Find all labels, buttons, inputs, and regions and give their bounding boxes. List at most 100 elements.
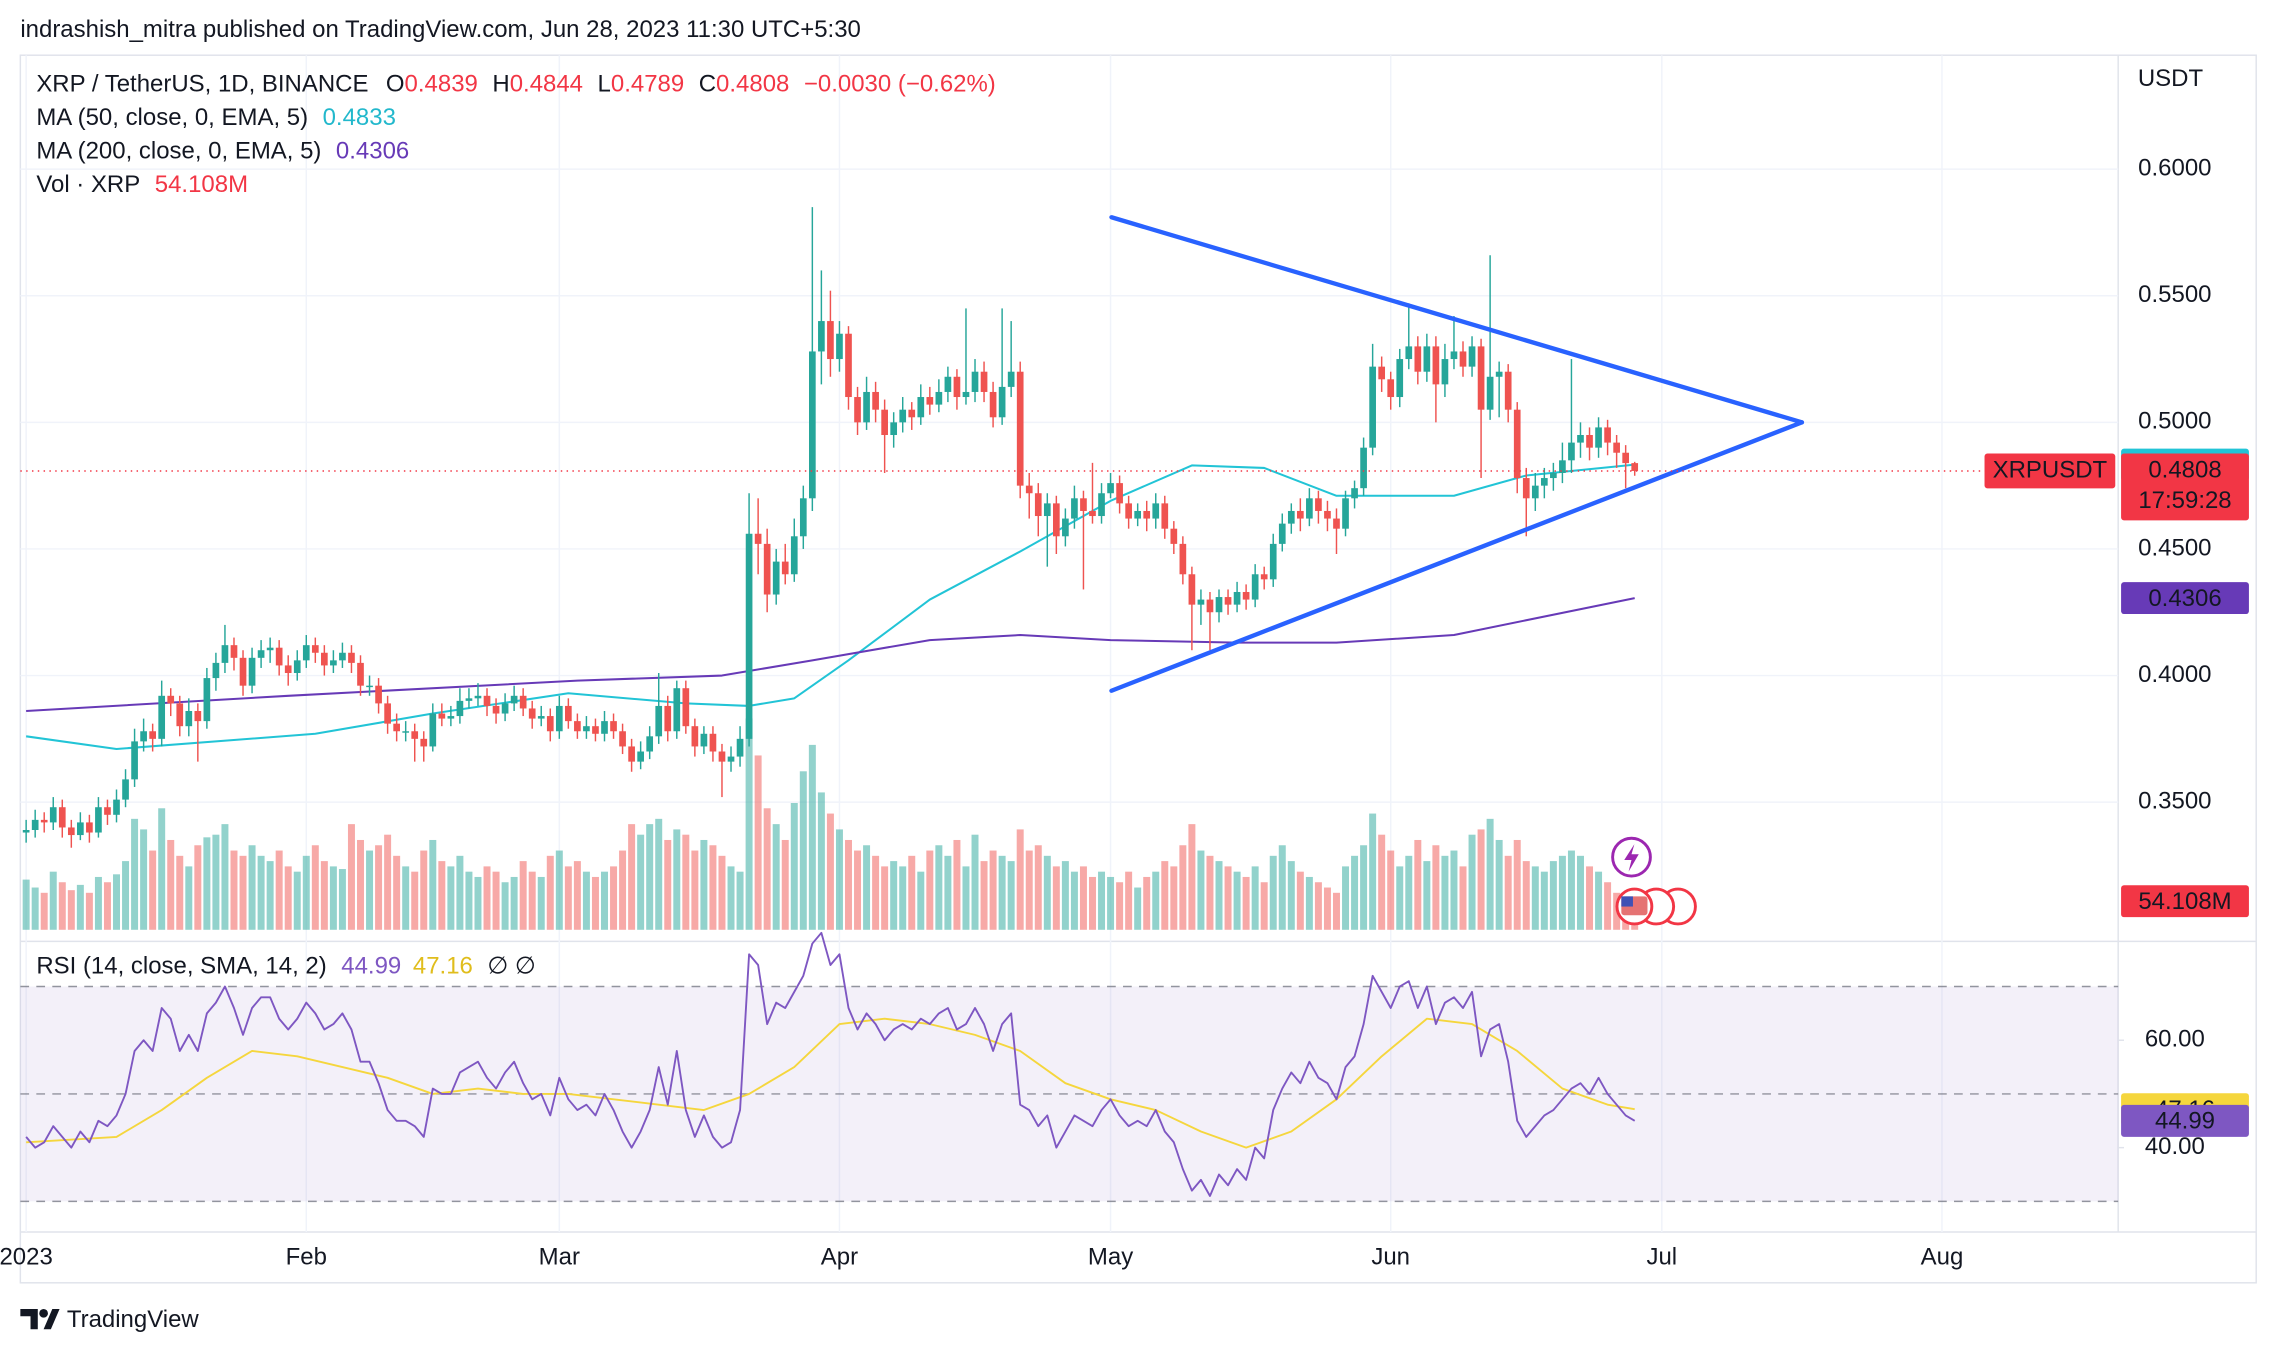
candle-body <box>1107 483 1114 494</box>
candle-body <box>393 723 400 732</box>
ohlc-label: L <box>598 71 611 98</box>
volume-bar <box>1206 855 1214 930</box>
rsi-line <box>25 931 1636 1197</box>
candle-body <box>727 756 735 762</box>
last-price-box <box>2121 453 2249 521</box>
candle-body <box>1134 510 1142 519</box>
candle-body <box>122 779 129 800</box>
y-tick-label: 0.5500 <box>2138 281 2211 308</box>
volume-bar <box>1098 871 1106 930</box>
candle-body <box>402 731 410 733</box>
lightning <box>1624 844 1639 872</box>
ma-name: MA (50, close, 0, EMA, 5) <box>36 104 308 131</box>
legend-volume: Vol · XRP 54.108M <box>36 171 248 198</box>
candle-body <box>248 657 256 686</box>
candle-body <box>1531 485 1539 499</box>
volume-bar <box>664 839 672 930</box>
volume-bar <box>1423 861 1431 930</box>
candle-body <box>926 397 934 405</box>
candle-body <box>565 705 572 722</box>
volume-bar <box>266 861 274 930</box>
candle-body <box>745 533 753 739</box>
volume-bar <box>989 850 997 930</box>
candle-body <box>953 376 961 398</box>
rsi-name: RSI (14, close, SMA, 14, 2) <box>36 953 326 980</box>
volume-bar <box>85 892 93 930</box>
volume-bar <box>76 884 84 930</box>
candle-body <box>1215 597 1223 613</box>
x-tick-label: Apr <box>821 1243 858 1270</box>
candle-body <box>1197 599 1205 605</box>
volume-bar <box>1477 829 1485 930</box>
candle-body <box>113 799 120 815</box>
candle-body <box>1071 498 1078 519</box>
candle-body <box>601 721 608 734</box>
candle-body <box>131 741 138 780</box>
candle-body <box>140 731 147 742</box>
volume-bar <box>1323 887 1331 930</box>
volume-bar <box>1495 839 1503 930</box>
volume-bar <box>185 866 193 930</box>
volume-bar <box>1107 876 1115 930</box>
candle-body <box>664 705 672 732</box>
logo: TradingView <box>20 1306 199 1333</box>
y-tick-label: 0.6000 <box>2138 154 2211 181</box>
volume-bar <box>1342 866 1350 930</box>
candle-body <box>1224 597 1232 605</box>
candle-body <box>1278 523 1286 544</box>
volume-bar <box>682 834 690 930</box>
volume-bar <box>49 871 57 930</box>
candle-body <box>1125 503 1132 519</box>
volume-bar <box>1296 871 1304 930</box>
candle-body <box>836 333 843 360</box>
ma-value: 0.4306 <box>336 138 409 165</box>
legend-main: XRP / TetherUS, 1D, BINANCE O0.4839 H0.484… <box>36 71 995 98</box>
volume-bar <box>194 845 202 930</box>
legend: XRP / TetherUS, 1D, BINANCE O0.4839 H0.484… <box>36 71 995 980</box>
candle-body <box>1306 498 1313 519</box>
candle-body <box>528 708 536 719</box>
candle-body <box>1513 409 1521 479</box>
volume-bar <box>601 871 608 930</box>
x-tick-label: Feb <box>286 1243 327 1270</box>
candle-body <box>908 409 916 418</box>
candle-body <box>971 371 979 392</box>
symbol-title: XRP / TetherUS, 1D, BINANCE <box>36 71 368 98</box>
candle-body <box>673 688 681 732</box>
volume-bar <box>546 855 554 930</box>
candle-body <box>1296 510 1304 519</box>
flag-canton <box>1621 896 1633 907</box>
candle-body <box>709 733 717 752</box>
volume-bar <box>980 861 988 930</box>
volume-bar <box>628 824 636 930</box>
plot-layer: 2023 Feb Mar Apr May Jun Jul Aug 0.3500 0.4000 0.4… <box>0 55 2257 1270</box>
candle-body <box>872 391 879 410</box>
volume-bar <box>1269 855 1277 930</box>
volume-bar <box>1170 866 1178 930</box>
volume-bar <box>835 829 843 930</box>
candle-body <box>519 695 527 709</box>
candle-body <box>610 721 617 732</box>
volume-bar <box>1576 855 1584 930</box>
candle-body <box>1206 599 1214 613</box>
candle-body <box>1550 472 1557 479</box>
volume-bar <box>384 834 392 930</box>
candle-body <box>1089 510 1096 517</box>
volume-bar <box>302 855 310 930</box>
logo-mark <box>20 1308 60 1330</box>
legend-ma: MA (200, close, 0, EMA, 5) 0.4306 <box>36 138 409 165</box>
volume-bar <box>1378 834 1386 930</box>
volume-axis-label-box <box>2121 885 2249 918</box>
candle-body <box>275 647 283 666</box>
candle-body <box>917 397 925 418</box>
candle-body <box>818 321 825 352</box>
candle-body <box>998 386 1006 418</box>
volume-bar <box>1567 850 1575 930</box>
candle-body <box>1369 366 1376 448</box>
volume-bar <box>338 869 346 930</box>
volume-bar <box>167 839 175 930</box>
volume-bar <box>1224 866 1232 930</box>
volume-bar <box>1450 850 1458 930</box>
candle-body <box>1170 528 1178 544</box>
